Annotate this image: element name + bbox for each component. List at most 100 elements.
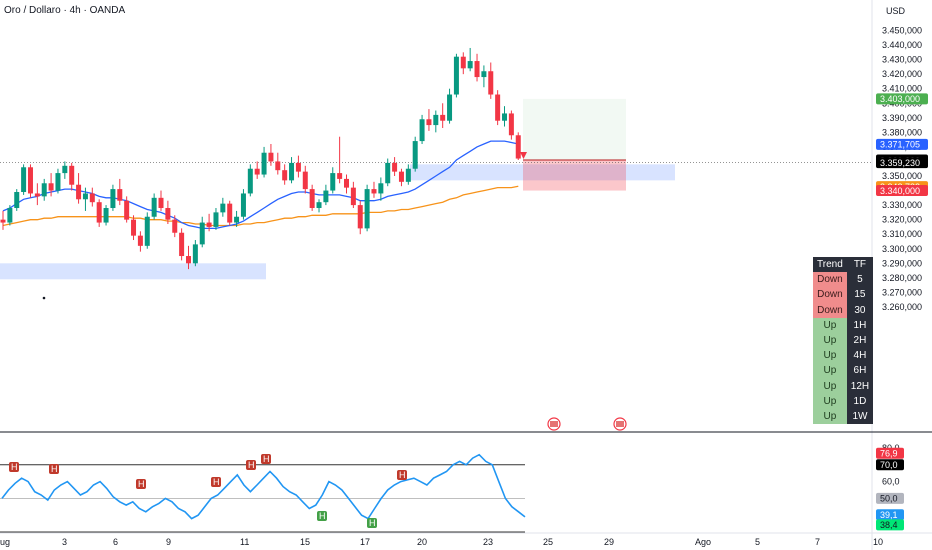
candle-body	[234, 216, 240, 223]
rsi-badge-label: 50,0	[880, 494, 898, 504]
time-axis[interactable]: ug 3 6 9 11 15 17 20 23 25 29 Ago 5 7 10	[0, 532, 932, 547]
candle	[131, 215, 137, 241]
price-tick-label: 3.310,000	[882, 229, 922, 239]
h-marker-label: H	[263, 454, 270, 464]
candle	[117, 178, 123, 206]
rsi-badge-bg	[876, 447, 904, 459]
trend-cell: Up	[813, 378, 847, 394]
candle-body	[82, 193, 88, 200]
ma-blue-line	[2, 140, 519, 230]
candle-body	[0, 219, 6, 223]
candle-body	[316, 202, 322, 209]
price-tick-label: 3.260,000	[882, 302, 922, 312]
trend-cell: Up	[813, 393, 847, 410]
candle-body	[199, 222, 205, 245]
candle-body	[96, 202, 102, 223]
candle	[309, 184, 315, 211]
candle-body	[344, 178, 349, 188]
candle	[453, 53, 459, 98]
candle	[179, 228, 185, 261]
time-tick-label: 20	[417, 537, 427, 547]
timeframe-cell: 6H	[846, 363, 874, 379]
candle	[69, 162, 75, 191]
candle-body	[364, 189, 370, 229]
time-tick-label: 10	[873, 537, 883, 547]
trend-table-header: Trend TF	[813, 257, 874, 273]
marker-dot	[42, 296, 46, 300]
candle-body	[467, 61, 473, 69]
candle-body	[405, 168, 411, 182]
rsi-badge-label: 76,9	[880, 449, 898, 459]
price-badge: 3.359,230	[876, 157, 928, 169]
candle-body	[185, 256, 191, 264]
candle-body	[110, 189, 116, 209]
ma-orange-line	[2, 185, 519, 227]
price-badge-bg	[876, 93, 928, 105]
candle	[247, 164, 253, 197]
candle	[337, 136, 343, 184]
candle	[14, 189, 20, 211]
candle-body	[419, 119, 425, 142]
candle-body	[227, 203, 233, 223]
time-tick-label: ug	[0, 537, 10, 547]
rsi-badge-bg	[876, 519, 904, 531]
rsi-h-marker: H	[9, 462, 19, 472]
candle	[199, 216, 205, 248]
candle-body	[179, 232, 185, 257]
h-marker-bg	[136, 479, 146, 489]
time-tick-label: 15	[300, 537, 310, 547]
candle	[89, 187, 95, 207]
tp-zone	[523, 98, 626, 160]
candle-body	[76, 184, 82, 200]
candle	[474, 53, 480, 82]
h-marker-bg	[9, 462, 19, 472]
chart-title: Oro / Dollaro · 4h · OANDA	[4, 5, 126, 16]
candle-body	[151, 197, 157, 217]
candle-body	[357, 205, 363, 229]
candle-body	[392, 162, 398, 172]
candle	[440, 103, 446, 128]
timeframe-cell: 4H	[846, 348, 874, 364]
candle	[234, 210, 240, 227]
trend-row: Up 2H	[813, 333, 874, 349]
h-marker-bg	[317, 511, 327, 521]
trend-cell: Down	[813, 302, 847, 318]
trend-cell: Down	[813, 287, 847, 303]
candle-body	[158, 197, 164, 209]
candle	[0, 210, 6, 230]
candle	[62, 161, 68, 179]
price-tick-label: 3.410,000	[882, 84, 922, 94]
demand-zone-right	[410, 164, 675, 181]
rsi-badge-label: 39,1	[880, 510, 898, 520]
candle	[350, 181, 356, 209]
candle	[515, 132, 521, 160]
candle-body	[213, 212, 219, 227]
rsi-badge: 38,4	[876, 519, 904, 531]
candle	[34, 183, 40, 206]
trend-cell: Up	[813, 317, 847, 334]
candle-body	[69, 165, 75, 185]
candle-body	[481, 71, 487, 78]
time-tick-label: Ago	[695, 537, 711, 547]
candle	[172, 215, 178, 238]
price-badge-bg	[876, 157, 928, 169]
price-badge-label: 3.359,230	[880, 158, 920, 168]
rsi-badge: 70,0	[876, 459, 904, 471]
candle	[385, 158, 391, 187]
candle	[378, 177, 384, 201]
candle	[323, 184, 329, 206]
candle-body	[103, 208, 109, 223]
candle-body	[412, 141, 418, 169]
trend-table: Trend TF Down 5 Down 15 Down 30 Up 1H Up 2H Up 4H Up…	[813, 257, 874, 425]
candle	[447, 88, 453, 124]
candle	[282, 164, 288, 185]
candle-body	[34, 193, 40, 197]
trend-cell: Up	[813, 363, 847, 379]
candle	[103, 205, 109, 226]
price-tick-label: 3.420,000	[882, 69, 922, 79]
flag-stripes	[616, 421, 624, 427]
price-tick-label: 3.390,000	[882, 113, 922, 123]
price-tick-label: 3.280,000	[882, 273, 922, 283]
candle-body	[309, 189, 315, 209]
